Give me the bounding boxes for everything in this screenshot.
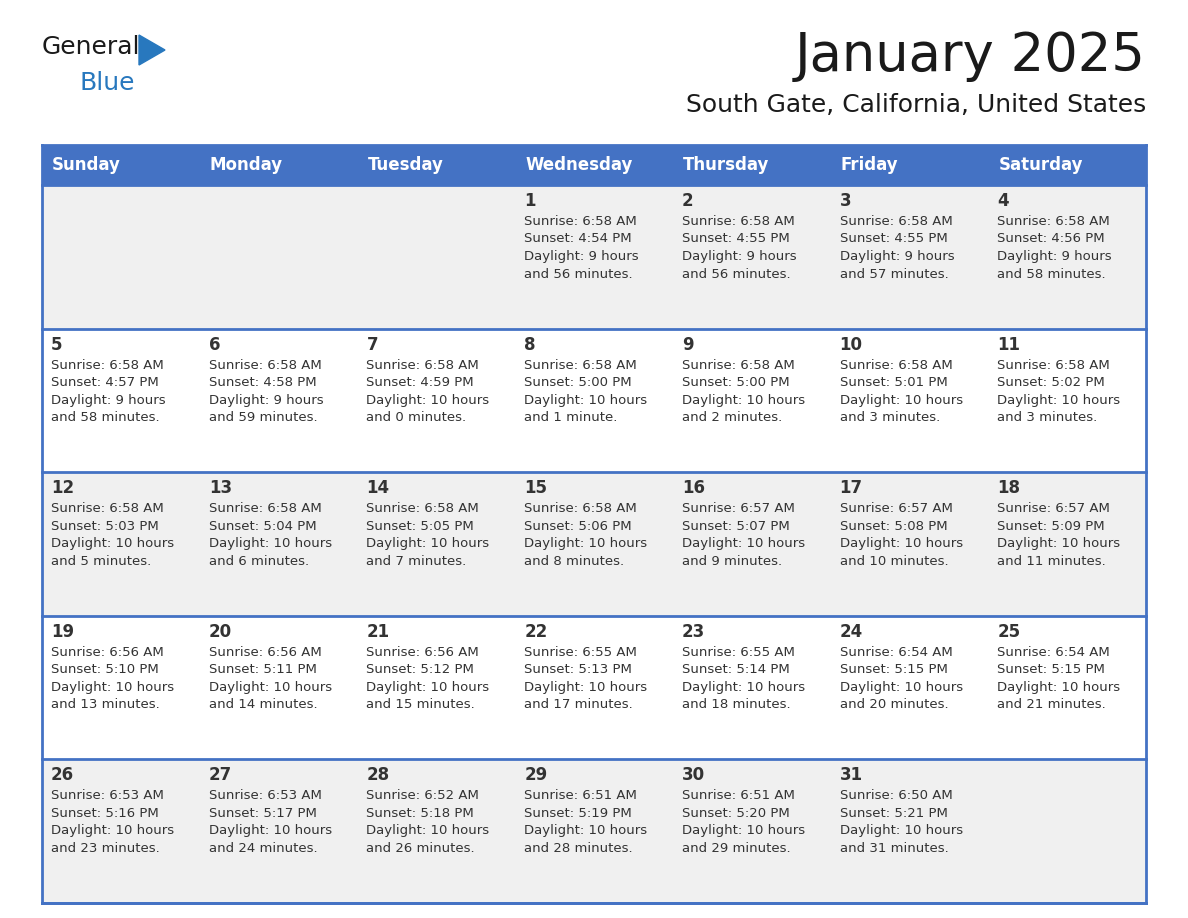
Text: Sunrise: 6:56 AM
Sunset: 5:12 PM
Daylight: 10 hours
and 15 minutes.: Sunrise: 6:56 AM Sunset: 5:12 PM Dayligh…	[366, 645, 489, 711]
Text: General: General	[42, 35, 140, 59]
Text: Sunrise: 6:58 AM
Sunset: 4:55 PM
Daylight: 9 hours
and 56 minutes.: Sunrise: 6:58 AM Sunset: 4:55 PM Dayligh…	[682, 215, 796, 281]
Text: Sunrise: 6:58 AM
Sunset: 4:56 PM
Daylight: 9 hours
and 58 minutes.: Sunrise: 6:58 AM Sunset: 4:56 PM Dayligh…	[997, 215, 1112, 281]
Text: Sunrise: 6:58 AM
Sunset: 5:06 PM
Daylight: 10 hours
and 8 minutes.: Sunrise: 6:58 AM Sunset: 5:06 PM Dayligh…	[524, 502, 647, 567]
FancyBboxPatch shape	[42, 472, 1146, 616]
Text: 20: 20	[209, 622, 232, 641]
Text: 19: 19	[51, 622, 74, 641]
FancyBboxPatch shape	[42, 145, 1146, 185]
Text: 30: 30	[682, 767, 704, 784]
Text: 24: 24	[840, 622, 862, 641]
Text: 21: 21	[366, 622, 390, 641]
Text: Sunrise: 6:58 AM
Sunset: 5:03 PM
Daylight: 10 hours
and 5 minutes.: Sunrise: 6:58 AM Sunset: 5:03 PM Dayligh…	[51, 502, 175, 567]
FancyBboxPatch shape	[42, 759, 1146, 903]
Polygon shape	[139, 35, 165, 65]
Text: South Gate, California, United States: South Gate, California, United States	[685, 93, 1146, 117]
Text: 27: 27	[209, 767, 232, 784]
Text: Sunrise: 6:57 AM
Sunset: 5:09 PM
Daylight: 10 hours
and 11 minutes.: Sunrise: 6:57 AM Sunset: 5:09 PM Dayligh…	[997, 502, 1120, 567]
Text: Sunrise: 6:56 AM
Sunset: 5:10 PM
Daylight: 10 hours
and 13 minutes.: Sunrise: 6:56 AM Sunset: 5:10 PM Dayligh…	[51, 645, 175, 711]
Text: 17: 17	[840, 479, 862, 498]
Text: Sunrise: 6:55 AM
Sunset: 5:13 PM
Daylight: 10 hours
and 17 minutes.: Sunrise: 6:55 AM Sunset: 5:13 PM Dayligh…	[524, 645, 647, 711]
Text: 5: 5	[51, 336, 63, 353]
Text: 25: 25	[997, 622, 1020, 641]
Text: Sunrise: 6:54 AM
Sunset: 5:15 PM
Daylight: 10 hours
and 20 minutes.: Sunrise: 6:54 AM Sunset: 5:15 PM Dayligh…	[840, 645, 962, 711]
Text: 2: 2	[682, 192, 694, 210]
Text: Sunrise: 6:58 AM
Sunset: 5:02 PM
Daylight: 10 hours
and 3 minutes.: Sunrise: 6:58 AM Sunset: 5:02 PM Dayligh…	[997, 359, 1120, 424]
Text: Blue: Blue	[80, 71, 135, 95]
Text: Sunrise: 6:54 AM
Sunset: 5:15 PM
Daylight: 10 hours
and 21 minutes.: Sunrise: 6:54 AM Sunset: 5:15 PM Dayligh…	[997, 645, 1120, 711]
Text: 10: 10	[840, 336, 862, 353]
Text: 6: 6	[209, 336, 220, 353]
Text: 13: 13	[209, 479, 232, 498]
Text: Monday: Monday	[210, 156, 283, 174]
Text: Sunrise: 6:58 AM
Sunset: 4:58 PM
Daylight: 9 hours
and 59 minutes.: Sunrise: 6:58 AM Sunset: 4:58 PM Dayligh…	[209, 359, 323, 424]
Text: Sunrise: 6:58 AM
Sunset: 5:05 PM
Daylight: 10 hours
and 7 minutes.: Sunrise: 6:58 AM Sunset: 5:05 PM Dayligh…	[366, 502, 489, 567]
Text: 29: 29	[524, 767, 548, 784]
Text: Sunrise: 6:58 AM
Sunset: 4:54 PM
Daylight: 9 hours
and 56 minutes.: Sunrise: 6:58 AM Sunset: 4:54 PM Dayligh…	[524, 215, 639, 281]
FancyBboxPatch shape	[42, 329, 1146, 472]
Text: Sunrise: 6:58 AM
Sunset: 4:59 PM
Daylight: 10 hours
and 0 minutes.: Sunrise: 6:58 AM Sunset: 4:59 PM Dayligh…	[366, 359, 489, 424]
Text: 4: 4	[997, 192, 1009, 210]
Text: Sunrise: 6:58 AM
Sunset: 4:57 PM
Daylight: 9 hours
and 58 minutes.: Sunrise: 6:58 AM Sunset: 4:57 PM Dayligh…	[51, 359, 165, 424]
FancyBboxPatch shape	[42, 616, 1146, 759]
Text: Sunrise: 6:52 AM
Sunset: 5:18 PM
Daylight: 10 hours
and 26 minutes.: Sunrise: 6:52 AM Sunset: 5:18 PM Dayligh…	[366, 789, 489, 855]
Text: Friday: Friday	[841, 156, 898, 174]
Text: 12: 12	[51, 479, 74, 498]
Text: 9: 9	[682, 336, 694, 353]
Text: 22: 22	[524, 622, 548, 641]
Text: Sunrise: 6:53 AM
Sunset: 5:16 PM
Daylight: 10 hours
and 23 minutes.: Sunrise: 6:53 AM Sunset: 5:16 PM Dayligh…	[51, 789, 175, 855]
Text: Tuesday: Tuesday	[367, 156, 443, 174]
Text: 15: 15	[524, 479, 548, 498]
Text: Sunrise: 6:50 AM
Sunset: 5:21 PM
Daylight: 10 hours
and 31 minutes.: Sunrise: 6:50 AM Sunset: 5:21 PM Dayligh…	[840, 789, 962, 855]
Text: Sunrise: 6:51 AM
Sunset: 5:20 PM
Daylight: 10 hours
and 29 minutes.: Sunrise: 6:51 AM Sunset: 5:20 PM Dayligh…	[682, 789, 805, 855]
Text: Sunday: Sunday	[52, 156, 121, 174]
Text: 7: 7	[366, 336, 378, 353]
Text: Sunrise: 6:53 AM
Sunset: 5:17 PM
Daylight: 10 hours
and 24 minutes.: Sunrise: 6:53 AM Sunset: 5:17 PM Dayligh…	[209, 789, 331, 855]
Text: Wednesday: Wednesday	[525, 156, 632, 174]
Text: Thursday: Thursday	[683, 156, 770, 174]
Text: Sunrise: 6:58 AM
Sunset: 4:55 PM
Daylight: 9 hours
and 57 minutes.: Sunrise: 6:58 AM Sunset: 4:55 PM Dayligh…	[840, 215, 954, 281]
Text: 14: 14	[366, 479, 390, 498]
Text: Sunrise: 6:57 AM
Sunset: 5:07 PM
Daylight: 10 hours
and 9 minutes.: Sunrise: 6:57 AM Sunset: 5:07 PM Dayligh…	[682, 502, 805, 567]
Text: Sunrise: 6:58 AM
Sunset: 5:00 PM
Daylight: 10 hours
and 1 minute.: Sunrise: 6:58 AM Sunset: 5:00 PM Dayligh…	[524, 359, 647, 424]
Text: Sunrise: 6:55 AM
Sunset: 5:14 PM
Daylight: 10 hours
and 18 minutes.: Sunrise: 6:55 AM Sunset: 5:14 PM Dayligh…	[682, 645, 805, 711]
Text: Sunrise: 6:58 AM
Sunset: 5:00 PM
Daylight: 10 hours
and 2 minutes.: Sunrise: 6:58 AM Sunset: 5:00 PM Dayligh…	[682, 359, 805, 424]
Text: 1: 1	[524, 192, 536, 210]
Text: 18: 18	[997, 479, 1020, 498]
Text: 23: 23	[682, 622, 706, 641]
Text: Sunrise: 6:58 AM
Sunset: 5:01 PM
Daylight: 10 hours
and 3 minutes.: Sunrise: 6:58 AM Sunset: 5:01 PM Dayligh…	[840, 359, 962, 424]
Text: Sunrise: 6:56 AM
Sunset: 5:11 PM
Daylight: 10 hours
and 14 minutes.: Sunrise: 6:56 AM Sunset: 5:11 PM Dayligh…	[209, 645, 331, 711]
Text: Sunrise: 6:57 AM
Sunset: 5:08 PM
Daylight: 10 hours
and 10 minutes.: Sunrise: 6:57 AM Sunset: 5:08 PM Dayligh…	[840, 502, 962, 567]
Text: Saturday: Saturday	[998, 156, 1082, 174]
Text: 28: 28	[366, 767, 390, 784]
Text: 26: 26	[51, 767, 74, 784]
Text: 16: 16	[682, 479, 704, 498]
Text: 11: 11	[997, 336, 1020, 353]
FancyBboxPatch shape	[42, 185, 1146, 329]
Text: 3: 3	[840, 192, 851, 210]
Text: 31: 31	[840, 767, 862, 784]
Text: Sunrise: 6:51 AM
Sunset: 5:19 PM
Daylight: 10 hours
and 28 minutes.: Sunrise: 6:51 AM Sunset: 5:19 PM Dayligh…	[524, 789, 647, 855]
Text: January 2025: January 2025	[795, 30, 1146, 82]
Text: Sunrise: 6:58 AM
Sunset: 5:04 PM
Daylight: 10 hours
and 6 minutes.: Sunrise: 6:58 AM Sunset: 5:04 PM Dayligh…	[209, 502, 331, 567]
Text: 8: 8	[524, 336, 536, 353]
